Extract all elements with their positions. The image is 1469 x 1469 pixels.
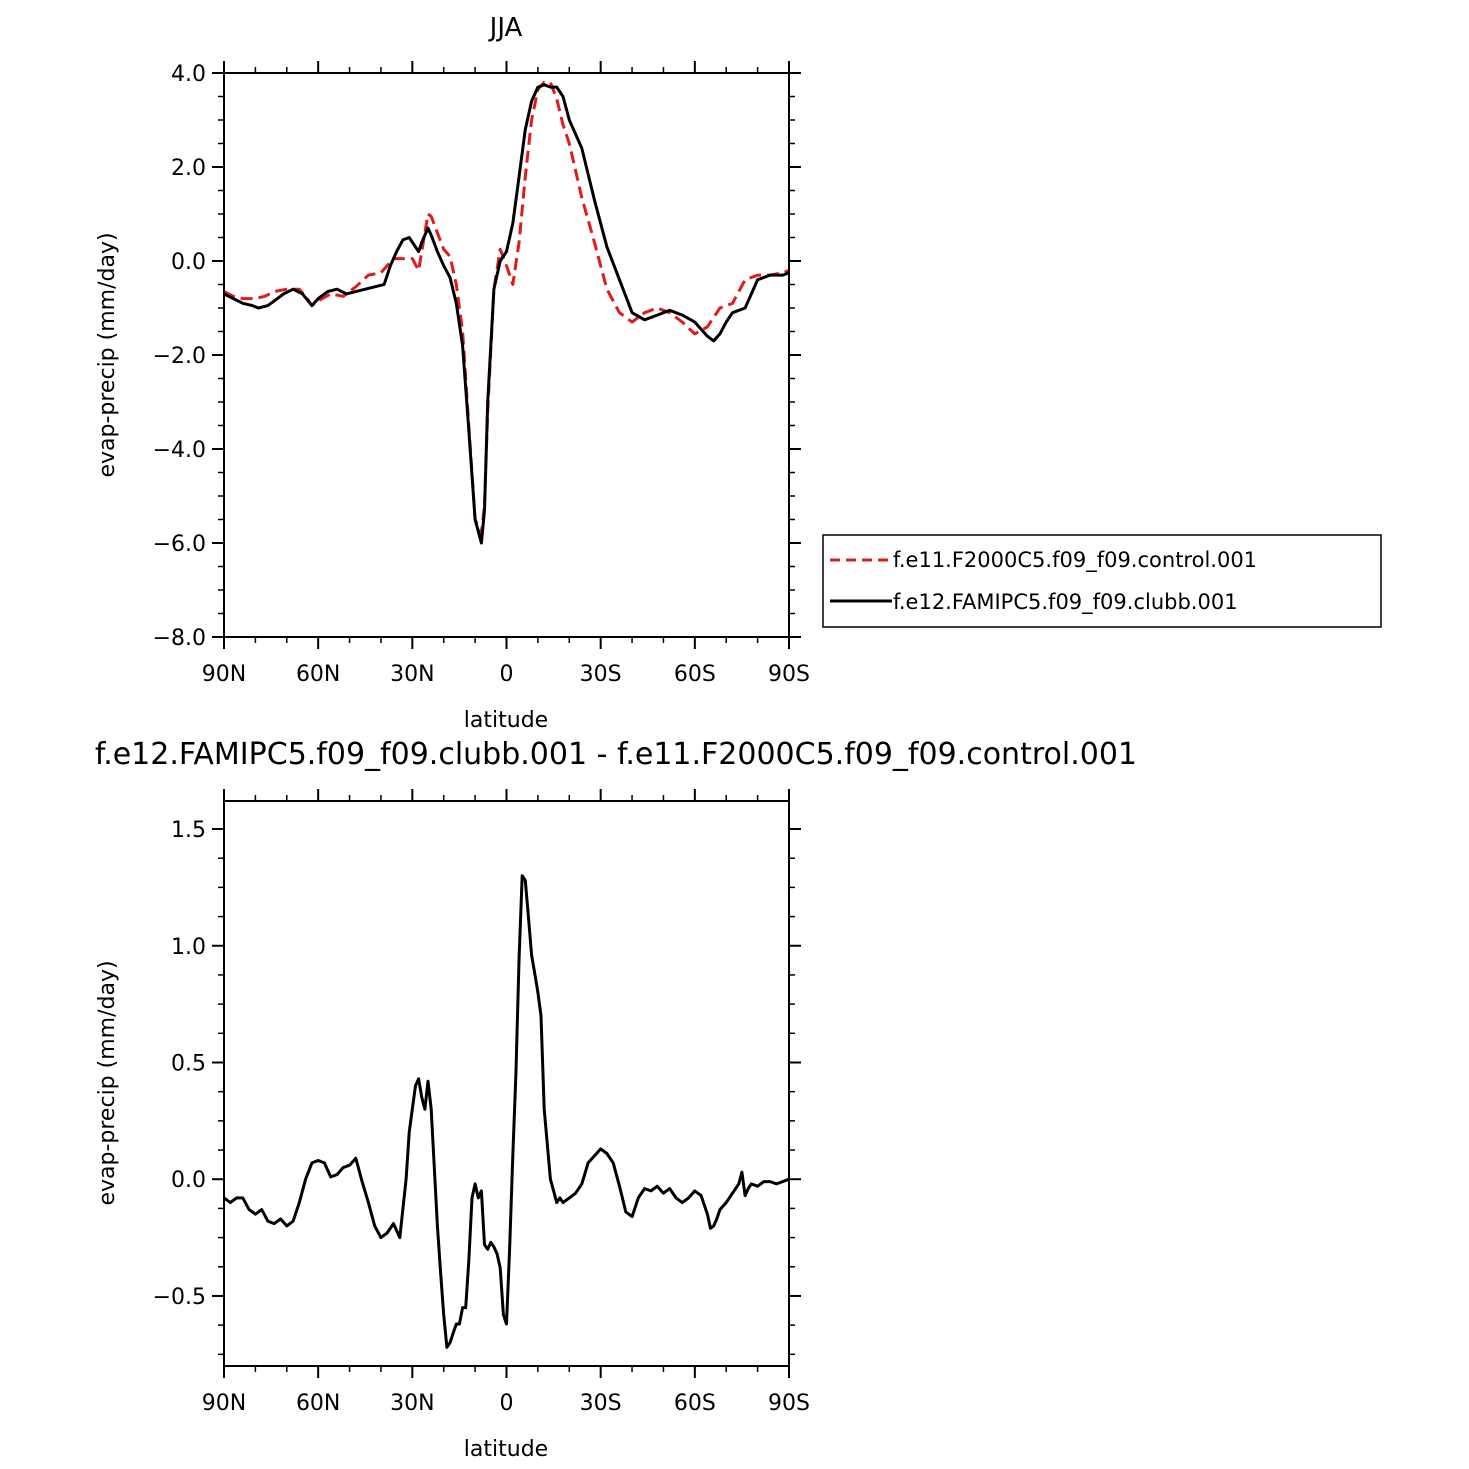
- chart-bottom-y-axis-label: evap-precip (mm/day): [95, 960, 120, 1205]
- y-tick-label: 0.0: [171, 250, 206, 275]
- chart-top-lines: [223, 80, 790, 545]
- chart-top-panel: JJA 4.0 2.0 0.0 −2.0 −4.0 −6.0 −8.0 90N 60N 30N 0…: [95, 13, 1382, 733]
- chart-top-x-axis-label: latitude: [464, 708, 548, 733]
- chart-top-y-axis-label: evap-precip (mm/day): [95, 232, 120, 477]
- legend-label-control: f.e11.F2000C5.f09_f09.control.001: [893, 548, 1257, 573]
- chart-top-ticks: [212, 61, 801, 649]
- chart-top-legend: f.e11.F2000C5.f09_f09.control.001 f.e12.…: [822, 534, 1382, 628]
- y-tick-label: 0.5: [171, 1051, 206, 1076]
- x-tick-label: 60N: [296, 1391, 340, 1416]
- x-tick-label: 30S: [580, 662, 622, 687]
- y-tick-label: 2.0: [171, 156, 206, 181]
- y-tick-label: −4.0: [153, 438, 206, 463]
- x-tick-label: 60N: [296, 662, 340, 687]
- chart-bottom-panel: f.e12.FAMIPC5.f09_f09.clubb.001 - f.e11.…: [95, 737, 1137, 1462]
- y-tick-label: 1.5: [171, 818, 206, 843]
- chart-bottom-ticks: [212, 789, 801, 1378]
- y-tick-label: −8.0: [153, 626, 206, 651]
- y-tick-label: −6.0: [153, 532, 206, 557]
- x-tick-label: 30S: [580, 1391, 622, 1416]
- x-tick-label: 90S: [768, 1391, 810, 1416]
- chart-top-x-tick-labels: 90N 60N 30N 0 30S 60S 90S: [202, 662, 810, 687]
- x-tick-label: 90N: [202, 662, 246, 687]
- legend-label-clubb: f.e12.FAMIPC5.f09_f09.clubb.001: [893, 590, 1238, 615]
- x-tick-label: 0: [500, 1391, 514, 1416]
- x-tick-label: 60S: [674, 1391, 716, 1416]
- y-tick-label: 4.0: [171, 62, 206, 87]
- y-tick-label: −2.0: [153, 344, 206, 369]
- x-tick-label: 30N: [390, 662, 434, 687]
- series-line-1: [223, 83, 790, 545]
- y-tick-label: −0.5: [153, 1285, 206, 1310]
- chart-bottom-x-tick-labels: 90N 60N 30N 0 30S 60S 90S: [202, 1391, 810, 1416]
- x-tick-label: 90N: [202, 1391, 246, 1416]
- chart-top-title: JJA: [488, 13, 523, 43]
- chart-bottom-x-axis-label: latitude: [464, 1437, 548, 1462]
- chart-top-plot-frame: [223, 72, 790, 638]
- x-tick-label: 0: [500, 662, 514, 687]
- y-tick-label: 0.0: [171, 1168, 206, 1193]
- x-tick-label: 90S: [768, 662, 810, 687]
- chart-bottom-y-tick-labels: 1.5 1.0 0.5 0.0 −0.5: [153, 818, 206, 1310]
- y-tick-label: 1.0: [171, 935, 206, 960]
- chart-bottom-plot-frame: [223, 800, 790, 1367]
- series-line-0: [223, 874, 790, 1349]
- legend-box: [822, 534, 1382, 628]
- x-tick-label: 60S: [674, 662, 716, 687]
- x-tick-label: 30N: [390, 1391, 434, 1416]
- chart-top-y-tick-labels: 4.0 2.0 0.0 −2.0 −4.0 −6.0 −8.0: [153, 62, 206, 651]
- chart-bottom-title: f.e12.FAMIPC5.f09_f09.clubb.001 - f.e11.…: [95, 737, 1137, 772]
- chart-bottom-lines: [223, 874, 790, 1349]
